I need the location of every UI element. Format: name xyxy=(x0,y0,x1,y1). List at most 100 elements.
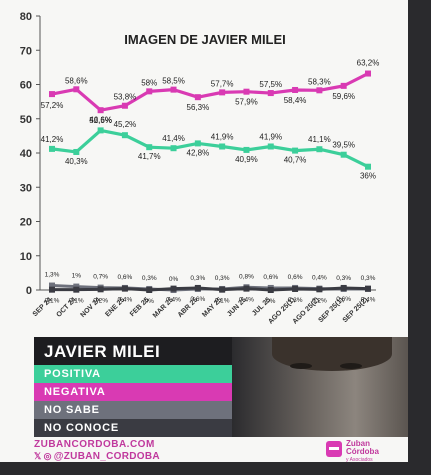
y-tick-label: 0 xyxy=(26,285,32,297)
x-icon: 𝕏 xyxy=(34,451,42,461)
series-line-no-conoce xyxy=(52,286,369,292)
data-point-positiva xyxy=(243,146,250,153)
data-point-negativa xyxy=(170,86,177,93)
chart-title: IMAGEN DE JAVIER MILEI xyxy=(124,32,286,47)
data-label-positiva: 46,6% xyxy=(89,115,112,124)
data-point-no-conoce xyxy=(73,286,80,293)
data-point-positiva xyxy=(316,146,323,153)
series-line-negativa xyxy=(51,72,369,112)
data-label-negativa: 57,7% xyxy=(211,79,234,88)
data-label-negativa: 58,4% xyxy=(284,96,307,105)
data-label-no-conoce: 0,4% xyxy=(166,297,181,304)
y-tick-label: 70 xyxy=(20,45,32,57)
data-label-no-conoce: 0% xyxy=(145,298,155,305)
data-label-negativa: 58,5% xyxy=(162,77,185,86)
y-tick-label: 80 xyxy=(20,11,32,23)
portrait-eye xyxy=(340,363,362,369)
data-point-negativa xyxy=(243,88,250,95)
legend-item-no-conoce: NO CONOCE xyxy=(34,419,232,437)
brand-text: Zuban Córdoba y Asociados xyxy=(346,440,379,464)
data-point-no-sabe xyxy=(49,282,55,289)
legend-rows: POSITIVA NEGATIVA NO SABE NO CONOCE xyxy=(34,365,232,437)
data-point-no-conoce xyxy=(365,285,371,292)
data-label-negativa: 57,2% xyxy=(41,101,64,110)
data-point-positiva xyxy=(146,144,153,151)
data-point-negativa xyxy=(365,70,371,77)
data-point-positiva xyxy=(121,132,128,139)
data-point-positiva xyxy=(365,163,371,170)
data-label-positiva: 40,7% xyxy=(284,156,307,165)
portrait-photo xyxy=(232,337,408,437)
data-point-negativa xyxy=(292,86,299,93)
data-point-positiva xyxy=(219,143,226,150)
data-label-negativa: 52,5% xyxy=(89,116,112,125)
portrait-eye xyxy=(290,363,312,369)
data-point-no-conoce xyxy=(219,286,226,293)
data-point-positiva xyxy=(49,145,55,152)
data-label-negativa: 53,8% xyxy=(114,93,137,102)
legend-item-positiva: POSITIVA xyxy=(34,365,232,383)
data-label-no-sabe: 0,3% xyxy=(190,275,205,282)
data-point-no-conoce xyxy=(170,285,177,292)
data-label-no-sabe: 1,3% xyxy=(45,272,60,279)
data-point-negativa xyxy=(73,86,80,93)
data-point-positiva xyxy=(340,151,347,158)
data-point-positiva xyxy=(73,148,80,155)
data-point-negativa xyxy=(219,89,226,96)
data-label-no-conoce: 0,1% xyxy=(45,298,60,305)
legend-item-negativa: NEGATIVA xyxy=(34,383,232,401)
y-tick-label: 60 xyxy=(20,80,32,92)
legend-label: NO SABE xyxy=(44,404,100,416)
data-point-negativa xyxy=(316,87,323,94)
data-label-no-sabe: 0,6% xyxy=(118,274,133,281)
data-label-negativa: 58,3% xyxy=(308,77,331,86)
brand-line: Córdoba xyxy=(346,447,379,456)
data-label-no-conoce: 0,1% xyxy=(215,298,230,305)
data-label-positiva: 42,8% xyxy=(187,148,210,157)
website-url[interactable]: ZUBANCORDOBA.COM xyxy=(34,439,155,450)
data-point-no-conoce xyxy=(97,286,104,293)
data-label-negativa: 63,2% xyxy=(357,59,380,68)
data-label-no-sabe: 0,6% xyxy=(263,274,278,281)
dark-edge-right xyxy=(408,0,431,475)
data-label-negativa: 58,6% xyxy=(65,76,88,85)
data-point-no-conoce xyxy=(194,284,201,291)
data-label-no-conoce: 0% xyxy=(266,298,276,305)
y-tick-label: 30 xyxy=(20,182,32,194)
legend-item-no-sabe: NO SABE xyxy=(34,401,232,419)
data-label-positiva: 41,2% xyxy=(41,135,64,144)
y-tick-label: 20 xyxy=(20,217,32,229)
data-label-no-conoce: 0,6% xyxy=(336,296,351,303)
data-point-no-conoce xyxy=(121,285,128,292)
series-layer: 57,2% 58,6% 52,5% 53,8% 58% 58,5% 56,3% 57,7% 57… xyxy=(41,59,380,305)
data-label-no-sabe: 1% xyxy=(72,273,82,280)
footer: ZUBANCORDOBA.COM 𝕏 ◎ @ZUBAN_CORDOBA Zuban … xyxy=(34,438,408,464)
data-label-no-conoce: 0,1% xyxy=(69,298,84,305)
data-label-no-conoce: 0,2% xyxy=(312,297,327,304)
data-label-negativa: 56,3% xyxy=(187,103,210,112)
data-point-positiva xyxy=(170,145,177,152)
series-line-positiva xyxy=(51,128,369,169)
data-label-no-conoce: 0,2% xyxy=(93,297,108,304)
data-label-no-sabe: 0,7% xyxy=(93,274,108,281)
legend-label: POSITIVA xyxy=(44,368,101,380)
data-label-no-sabe: 0,3% xyxy=(361,275,376,282)
data-label-positiva: 41,1% xyxy=(308,135,331,144)
social-handle[interactable]: @ZUBAN_CORDOBA xyxy=(53,451,160,462)
data-label-positiva: 39,5% xyxy=(332,141,355,150)
data-label-no-sabe: 0,3% xyxy=(142,275,157,282)
y-tick-label: 50 xyxy=(20,114,32,126)
data-label-negativa: 59,6% xyxy=(332,92,355,101)
data-label-no-sabe: 0,8% xyxy=(239,273,254,280)
zuban-logo-icon xyxy=(326,441,342,457)
brand-logo: Zuban Córdoba y Asociados xyxy=(326,438,396,464)
data-label-no-conoce: 0,6% xyxy=(190,296,205,303)
data-point-negativa xyxy=(97,107,104,114)
data-point-positiva xyxy=(267,143,274,150)
y-tick-label: 40 xyxy=(20,148,32,160)
data-label-positiva: 41,7% xyxy=(138,152,161,161)
data-label-negativa: 57,5% xyxy=(259,80,282,89)
brand-line: Zuban xyxy=(346,439,370,448)
data-label-no-sabe: 0,3% xyxy=(215,275,230,282)
